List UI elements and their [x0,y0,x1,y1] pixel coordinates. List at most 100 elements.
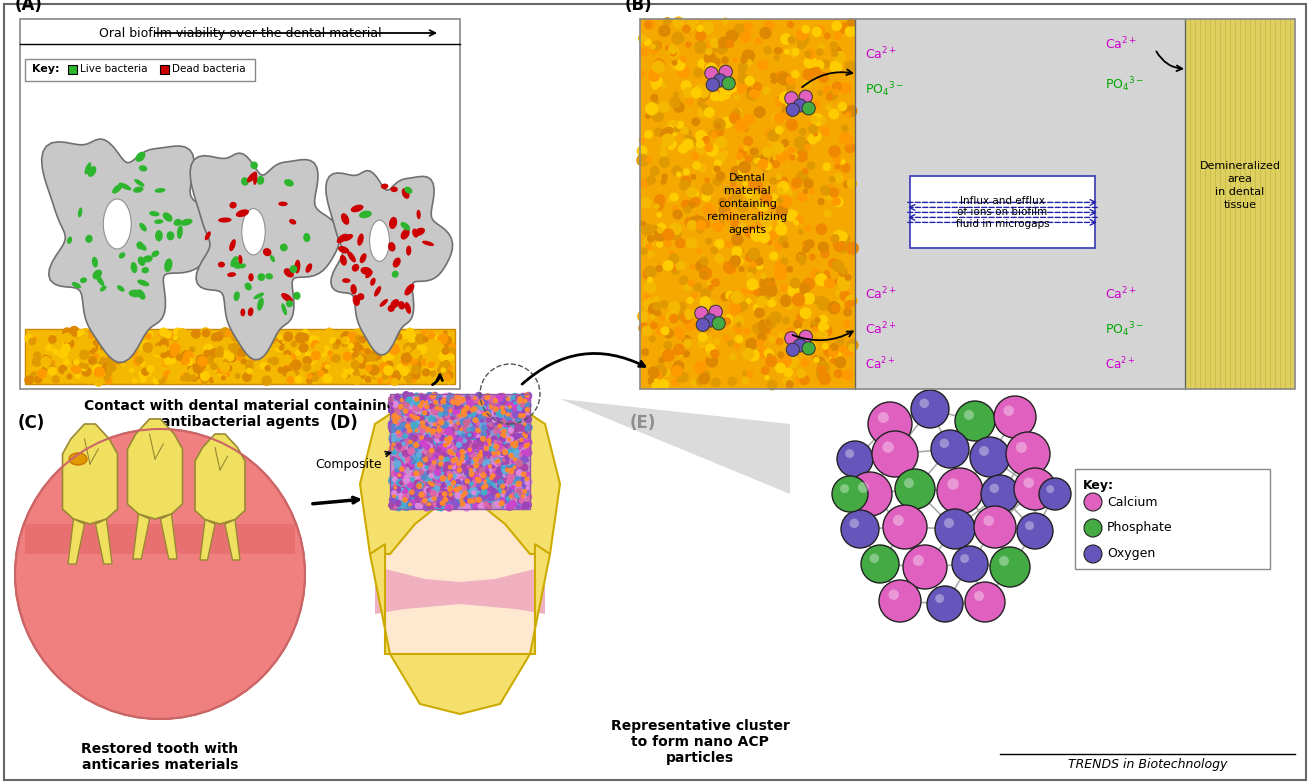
Polygon shape [360,404,440,554]
Circle shape [119,349,127,357]
Circle shape [524,405,528,409]
Circle shape [679,372,688,382]
Circle shape [457,442,461,446]
Circle shape [482,450,487,456]
Circle shape [478,453,482,458]
Ellipse shape [405,302,411,314]
Circle shape [301,330,309,337]
Circle shape [834,279,838,284]
Circle shape [777,48,782,53]
Circle shape [418,478,423,483]
Circle shape [411,435,418,441]
Circle shape [466,499,472,505]
Circle shape [702,105,707,111]
Circle shape [486,482,493,489]
Text: Influx and efflux
of ions on biofilm
fluid in microgaps: Influx and efflux of ions on biofilm flu… [956,196,1049,229]
Circle shape [441,474,447,479]
Circle shape [444,409,448,413]
Circle shape [517,463,521,468]
Circle shape [500,416,506,420]
Circle shape [409,437,414,442]
Circle shape [410,495,415,500]
Circle shape [193,341,198,347]
Circle shape [787,356,799,368]
Circle shape [798,192,807,201]
Ellipse shape [155,188,165,193]
Circle shape [747,351,753,357]
Circle shape [444,337,452,343]
Circle shape [520,483,523,486]
Polygon shape [42,139,220,362]
Ellipse shape [270,255,275,262]
Circle shape [97,361,105,370]
Ellipse shape [232,260,241,269]
Circle shape [508,470,515,477]
Circle shape [93,339,100,345]
Circle shape [506,468,510,472]
Circle shape [757,332,766,341]
Circle shape [445,434,451,439]
Circle shape [500,479,504,483]
Ellipse shape [217,262,225,267]
Circle shape [423,459,427,463]
Ellipse shape [131,262,138,273]
Circle shape [654,365,667,377]
Circle shape [706,336,711,343]
Ellipse shape [245,282,252,290]
Circle shape [369,365,379,375]
Circle shape [837,277,849,288]
Circle shape [760,278,770,288]
Circle shape [439,438,445,445]
Circle shape [804,144,810,150]
Circle shape [714,339,719,344]
Circle shape [464,462,468,466]
Circle shape [496,394,503,401]
Circle shape [500,406,504,409]
Circle shape [101,328,110,336]
Circle shape [426,443,431,448]
Circle shape [414,490,419,495]
Ellipse shape [242,209,265,255]
Circle shape [456,434,462,441]
Circle shape [449,484,456,490]
Circle shape [806,278,815,289]
Circle shape [697,378,703,384]
Circle shape [124,339,131,347]
Circle shape [521,394,525,397]
Circle shape [406,463,410,466]
Circle shape [498,434,500,437]
Circle shape [479,437,483,441]
Circle shape [503,478,507,483]
Circle shape [714,166,720,172]
Circle shape [447,441,449,445]
Polygon shape [225,520,240,560]
Circle shape [680,180,689,191]
Circle shape [438,456,443,460]
Circle shape [769,24,773,28]
Circle shape [483,405,487,409]
Circle shape [827,185,832,191]
Circle shape [503,441,510,448]
Circle shape [833,260,844,271]
Circle shape [421,463,426,469]
Circle shape [423,457,427,462]
Circle shape [694,307,707,320]
Circle shape [500,432,504,437]
Circle shape [652,102,663,112]
Circle shape [407,429,413,434]
Circle shape [383,353,392,361]
Circle shape [435,470,440,476]
Circle shape [418,400,421,403]
Circle shape [444,459,449,465]
Circle shape [468,432,474,438]
Circle shape [819,324,827,331]
Ellipse shape [342,234,354,241]
Circle shape [397,492,402,497]
Circle shape [525,486,531,491]
Circle shape [417,398,422,404]
Circle shape [453,457,457,461]
Circle shape [760,27,772,38]
Circle shape [424,442,431,448]
Circle shape [46,345,52,350]
Circle shape [472,496,477,501]
